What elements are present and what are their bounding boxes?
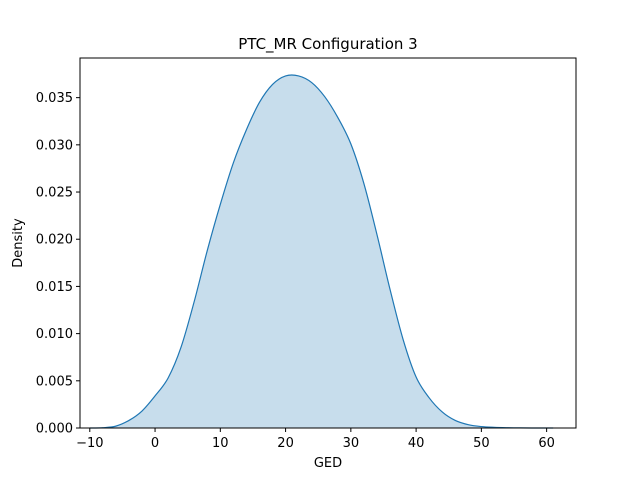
y-axis-ticks: 0.000 0.005 0.010 0.015 0.020 0.025 0.030 0.035	[36, 91, 80, 437]
y-tick-label: 0.035	[36, 91, 73, 106]
x-tick-label: 20	[277, 436, 294, 451]
y-tick-label: 0.020	[36, 233, 73, 248]
axes-frame	[79, 57, 577, 429]
x-tick-label: −10	[76, 436, 103, 451]
x-tick-label: 60	[538, 436, 555, 451]
x-tick-label: 40	[408, 436, 425, 451]
x-axis-label: GED	[314, 456, 342, 471]
y-tick-label: 0.015	[36, 280, 73, 295]
y-tick-label: 0.025	[36, 186, 73, 201]
y-tick-label: 0.010	[36, 327, 73, 342]
y-tick-label: 0.030	[36, 138, 73, 153]
y-tick-label: 0.005	[36, 374, 73, 389]
x-axis-ticks: −10 0 10 20 30 40 50 60	[76, 428, 555, 451]
x-tick-label: 50	[473, 436, 490, 451]
x-tick-label: 0	[151, 436, 159, 451]
chart-title: PTC_MR Configuration 3	[238, 35, 417, 54]
x-tick-label: 30	[343, 436, 360, 451]
y-axis-label: Density	[11, 218, 26, 268]
x-tick-label: 10	[212, 436, 229, 451]
plot-area	[89, 74, 554, 429]
y-tick-label: 0.000	[36, 422, 73, 437]
density-line	[89, 74, 554, 429]
density-fill-area	[89, 74, 554, 429]
